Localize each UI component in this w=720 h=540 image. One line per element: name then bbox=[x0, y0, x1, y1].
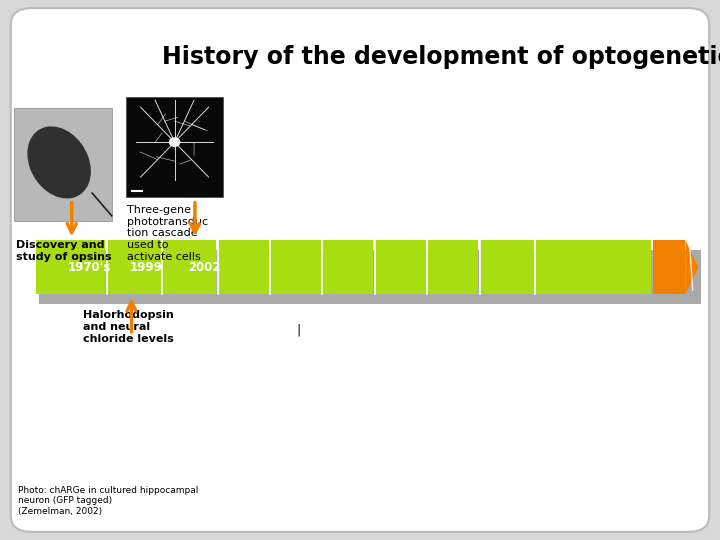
Bar bbox=[480, 240, 534, 294]
Ellipse shape bbox=[168, 137, 181, 147]
Bar bbox=[654, 240, 685, 294]
Bar bbox=[323, 240, 374, 294]
Bar bbox=[107, 240, 161, 294]
Bar bbox=[14, 108, 112, 221]
FancyBboxPatch shape bbox=[11, 8, 709, 532]
Polygon shape bbox=[685, 240, 698, 294]
Text: 1999: 1999 bbox=[130, 261, 162, 274]
Text: Discovery and
study of opsins: Discovery and study of opsins bbox=[16, 240, 112, 262]
Bar bbox=[535, 240, 651, 294]
Text: Three-gene
phototransduc
tion cascade
used to
activate cells: Three-gene phototransduc tion cascade us… bbox=[127, 205, 208, 261]
Bar bbox=[375, 240, 426, 294]
Bar bbox=[427, 240, 478, 294]
Text: 1970's: 1970's bbox=[68, 261, 111, 274]
Bar bbox=[217, 240, 269, 294]
Text: Photo: chARGe in cultured hippocampal
neuron (GFP tagged)
(Zemelman, 2002): Photo: chARGe in cultured hippocampal ne… bbox=[18, 486, 199, 516]
Text: 2002: 2002 bbox=[188, 261, 220, 274]
Text: History of the development of optogenetics: History of the development of optogeneti… bbox=[162, 45, 720, 69]
Bar bbox=[162, 240, 216, 294]
Bar bbox=[39, 250, 701, 304]
Text: Halorhodopsin
and neural
chloride levels: Halorhodopsin and neural chloride levels bbox=[83, 310, 174, 343]
Bar bbox=[126, 97, 223, 197]
Bar bbox=[270, 240, 321, 294]
Ellipse shape bbox=[27, 126, 91, 199]
Bar bbox=[36, 240, 105, 294]
Text: |: | bbox=[297, 324, 301, 337]
